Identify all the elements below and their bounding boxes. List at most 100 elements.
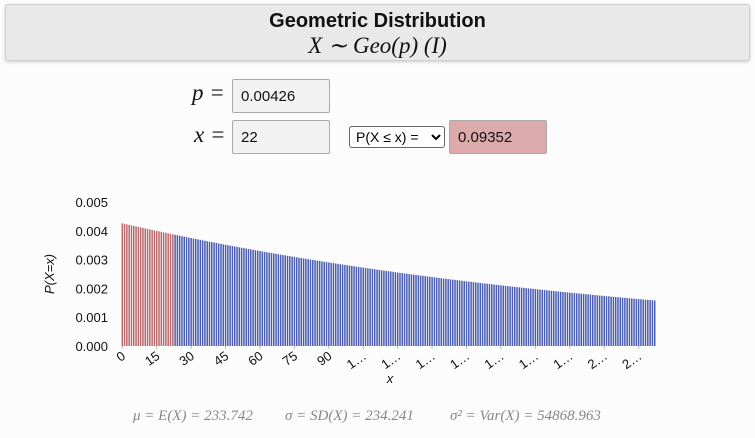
- bar: [367, 268, 369, 346]
- y-tick-label: 0.005: [75, 195, 108, 210]
- bar: [564, 292, 566, 346]
- bar: [495, 284, 498, 346]
- p-input[interactable]: 0.00426: [232, 79, 330, 113]
- bar: [178, 235, 181, 346]
- bar: [594, 295, 596, 346]
- bar: [474, 282, 477, 346]
- bar: [263, 251, 266, 346]
- bar: [433, 277, 436, 346]
- bar: [569, 292, 571, 346]
- bar: [543, 290, 546, 346]
- bar: [486, 283, 488, 346]
- bar: [181, 236, 183, 346]
- subtitle: X ∼ Geo(p) (I): [308, 33, 447, 58]
- bar: [130, 225, 133, 346]
- bar: [270, 253, 273, 346]
- bar: [357, 266, 360, 346]
- bar: [470, 281, 472, 346]
- bar: [559, 291, 562, 346]
- bar: [509, 286, 511, 346]
- bar: [328, 262, 330, 346]
- bar: [298, 257, 300, 346]
- bar: [628, 298, 631, 346]
- bar: [541, 289, 544, 346]
- bar: [222, 244, 225, 346]
- bar: [403, 273, 406, 346]
- bar: [523, 287, 525, 346]
- bar: [376, 269, 378, 346]
- bar: [640, 299, 642, 346]
- bar: [208, 241, 211, 346]
- bar: [261, 251, 264, 346]
- bar: [429, 276, 431, 346]
- bar: [169, 233, 172, 346]
- bar: [293, 256, 296, 346]
- bar: [424, 276, 426, 346]
- bar: [291, 256, 293, 346]
- x-input[interactable]: 22: [232, 120, 330, 154]
- bar: [465, 281, 468, 346]
- bar: [238, 247, 241, 346]
- bar: [146, 228, 149, 346]
- bar: [199, 239, 202, 346]
- bar: [323, 261, 325, 346]
- bar: [385, 270, 387, 346]
- bar: [614, 296, 617, 346]
- header: Geometric Distribution X ∼ Geo(p) (I): [5, 4, 750, 61]
- bar: [419, 275, 422, 346]
- bar: [355, 266, 358, 346]
- bar: [527, 288, 530, 346]
- bar: [252, 249, 254, 346]
- bar: [215, 243, 218, 346]
- bar: [585, 294, 587, 346]
- bar: [373, 269, 376, 346]
- bar: [539, 289, 541, 346]
- bar: [445, 278, 447, 346]
- mode-select[interactable]: P(X ≤ x) =: [349, 126, 445, 148]
- bar: [621, 297, 624, 346]
- bar: [286, 255, 289, 346]
- y-tick-label: 0.002: [75, 281, 108, 296]
- bar: [408, 274, 410, 346]
- bar: [562, 291, 564, 346]
- bar: [128, 224, 130, 346]
- bar: [185, 237, 188, 346]
- x-tick-label: 1…: [550, 348, 575, 372]
- bar: [330, 262, 332, 346]
- p-label: p =: [192, 80, 225, 105]
- bar: [259, 251, 261, 346]
- bar: [580, 293, 583, 346]
- bar: [479, 282, 482, 346]
- bar: [243, 248, 245, 346]
- bar: [337, 263, 339, 346]
- bar: [247, 248, 250, 346]
- x-tick-label: 60: [245, 348, 265, 369]
- bar: [344, 264, 346, 346]
- bar: [575, 293, 578, 346]
- bar: [555, 291, 557, 346]
- variance: σ² = Var(X) = 54868.963: [450, 408, 601, 424]
- bar: [513, 286, 516, 346]
- bar: [552, 290, 555, 346]
- bar: [142, 227, 144, 346]
- bar: [275, 253, 277, 346]
- bar: [612, 296, 615, 346]
- bar: [188, 237, 190, 346]
- bar: [647, 299, 649, 346]
- bar: [633, 298, 635, 346]
- bar: [172, 234, 174, 346]
- bar: [126, 224, 128, 346]
- bar: [387, 271, 390, 346]
- bar: [497, 285, 500, 346]
- x-tick-label: 1…: [378, 348, 403, 372]
- bar: [573, 293, 576, 346]
- y-tick-label: 0.003: [75, 253, 108, 268]
- bar: [502, 285, 504, 346]
- x-tick-label: 1…: [413, 348, 438, 372]
- bar: [309, 259, 312, 346]
- bar: [369, 268, 371, 346]
- bar: [463, 281, 465, 346]
- bar: [137, 226, 140, 346]
- bar: [468, 281, 470, 346]
